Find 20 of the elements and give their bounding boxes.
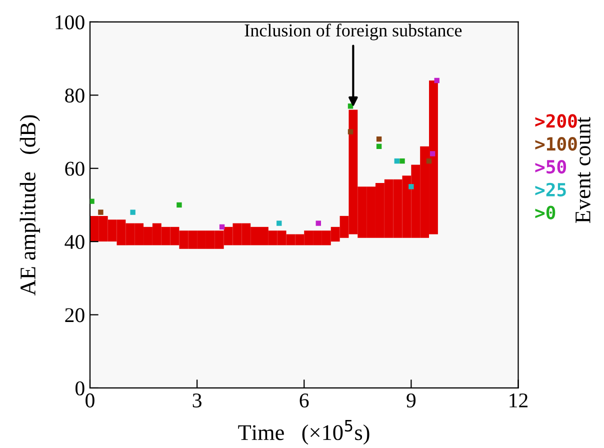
text: >200 [535,114,577,128]
y-tick-label: 40 [64,234,84,249]
y-tick-label: 100 [56,15,84,30]
text: >50 [535,160,566,174]
text: >0 [535,206,556,220]
x-tick-label: 9 [406,393,416,408]
x-tick-label: 6 [300,393,309,408]
legend-title: Event count [576,116,590,223]
y-tick-label: 20 [65,308,84,322]
y-tick-label: 80 [65,88,84,103]
text: >25 [535,182,566,196]
x-tick-label: 0 [86,393,94,408]
x-axis-title: Time (×10$^{5}$s) [238,420,370,445]
annotation: Inclusion of foreign substance [244,24,462,40]
y-tick-label: 0 [76,381,84,396]
y-axis-title: AE amplitude (dB) [20,115,40,296]
x-tick-label: 3 [192,393,202,408]
x-tick-label: 12 [510,393,528,408]
y-tick-label: 60 [65,162,84,176]
text: >100 [535,137,577,151]
